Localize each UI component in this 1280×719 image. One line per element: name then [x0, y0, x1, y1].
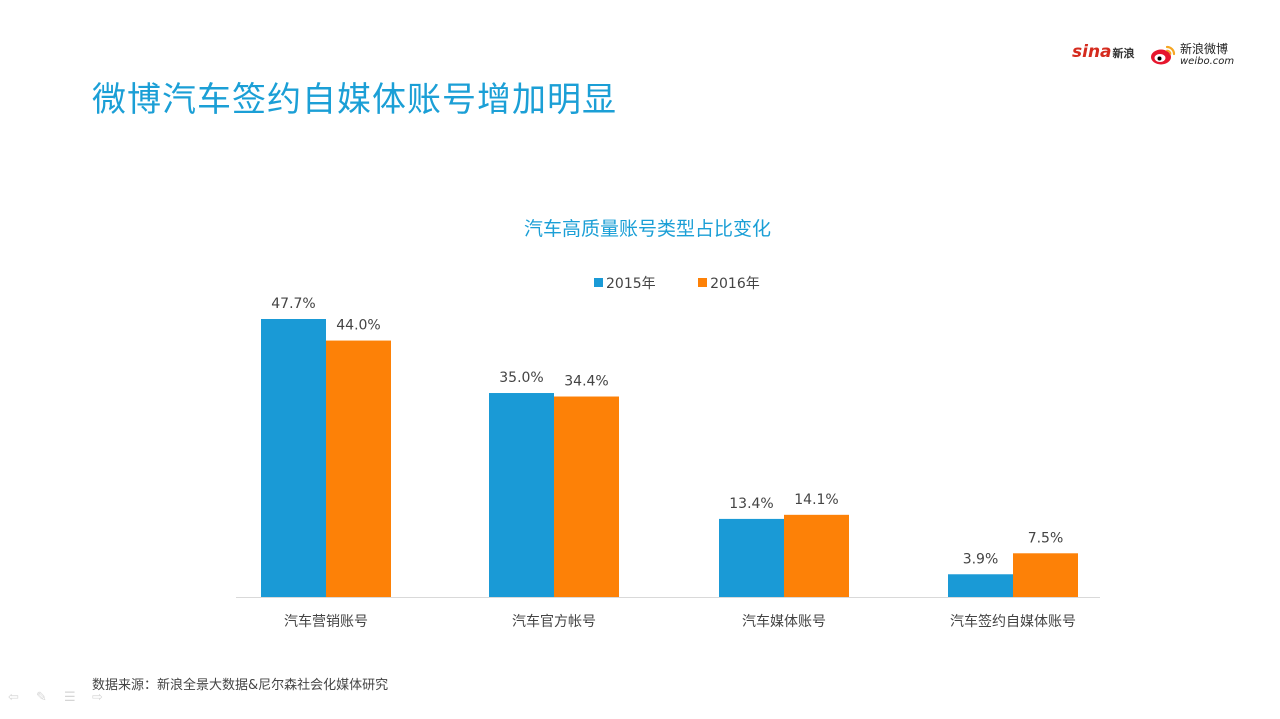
- slide-nav-controls: ⇦ ✎ ☰ ⇨: [8, 690, 108, 712]
- data-label-2015-1: 35.0%: [499, 370, 543, 386]
- legend-swatch-2015: [594, 278, 603, 287]
- menu-icon[interactable]: ☰: [64, 690, 76, 705]
- category-label-1: 汽车官方帐号: [512, 613, 596, 630]
- legend-swatch-2016: [698, 278, 708, 287]
- category-label-3: 汽车签约自媒体账号: [950, 613, 1076, 630]
- prev-arrow-icon[interactable]: ⇦: [8, 690, 19, 705]
- sina-logo-cn: 新浪: [1112, 47, 1135, 60]
- data-label-2016-3: 7.5%: [1028, 530, 1064, 546]
- chart-title: 汽车高质量账号类型占比变化: [523, 218, 771, 240]
- pen-icon[interactable]: ✎: [36, 690, 47, 705]
- legend-item-2015: 2015年: [594, 273, 656, 293]
- bar-2015-2: [719, 518, 784, 597]
- weibo-logo-cn: 新浪微博: [1180, 42, 1229, 56]
- brand-logos: sina新浪 新浪微博 weibo.com: [1072, 38, 1242, 74]
- legend-label-2016: 2016年: [710, 276, 760, 292]
- bar-2016-1: [554, 396, 619, 597]
- sina-logo: sina新浪: [1072, 42, 1135, 62]
- data-source-note: 数据来源：新浪全景大数据&尼尔森社会化媒体研究: [92, 678, 389, 693]
- chart-legend: 2015年 2016年: [594, 273, 798, 293]
- category-label-0: 汽车营销账号: [284, 613, 368, 630]
- data-label-2016-2: 14.1%: [794, 492, 838, 508]
- bar-2015-3: [948, 574, 1013, 597]
- legend-label-2015: 2015年: [606, 276, 656, 292]
- bar-2016-2: [784, 514, 849, 597]
- data-label-2016-1: 34.4%: [564, 374, 608, 390]
- sina-logo-text: sina: [1072, 42, 1112, 62]
- page-title: 微博汽车签约自媒体账号增加明显: [92, 80, 617, 120]
- next-arrow-icon[interactable]: ⇨: [92, 690, 103, 705]
- data-label-2015-2: 13.4%: [729, 496, 773, 512]
- weibo-eye-icon: [1151, 45, 1176, 65]
- data-label-2015-0: 47.7%: [271, 296, 315, 312]
- bar-2015-1: [489, 393, 554, 597]
- legend-item-2016: 2016年: [698, 273, 760, 293]
- weibo-logo: 新浪微博 weibo.com: [1150, 38, 1242, 74]
- bar-2016-0: [326, 340, 391, 597]
- bar-2015-0: [261, 319, 326, 597]
- data-label-2015-3: 3.9%: [963, 551, 999, 567]
- data-label-2016-0: 44.0%: [336, 318, 380, 334]
- weibo-logo-en: weibo.com: [1180, 56, 1235, 67]
- bar-2016-3: [1013, 553, 1078, 597]
- category-label-2: 汽车媒体账号: [742, 613, 826, 630]
